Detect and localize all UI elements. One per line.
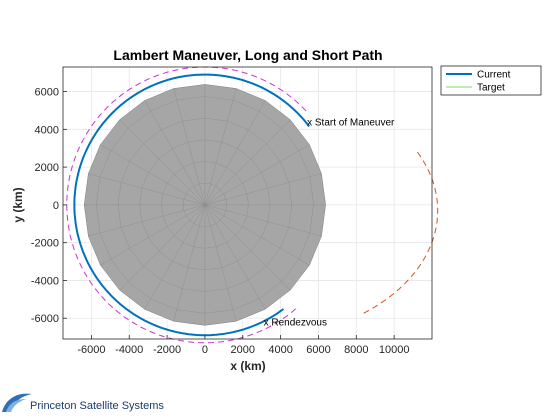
annotation-start-of-maneuver: x Start of Maneuver	[307, 117, 395, 128]
chart-title: Lambert Maneuver, Long and Short Path	[113, 47, 382, 63]
earth-meridian	[204, 204, 291, 291]
y-tick-label: 6000	[35, 87, 59, 99]
earth-meridian	[204, 204, 237, 322]
legend-label-current: Current	[477, 70, 511, 81]
earth-meridian	[100, 204, 206, 266]
company-logo: Princeton Satellite Systems	[2, 393, 164, 412]
earth-meridian	[204, 119, 291, 206]
earth-meridian	[100, 144, 206, 206]
earth-meridian	[144, 100, 206, 205]
legend-label-target: Target	[477, 83, 505, 94]
x-tick-label: -4000	[115, 344, 143, 356]
y-tick-label: -6000	[31, 313, 59, 325]
x-tick-label: 0	[202, 344, 208, 356]
earth-meridian	[173, 204, 206, 322]
series-transfer-short-path	[66, 66, 307, 344]
earth-meridian	[204, 204, 322, 237]
x-tick-label: 6000	[306, 344, 330, 356]
earth-meridian	[88, 204, 205, 237]
x-tick-label: 2000	[231, 344, 255, 356]
earth-meridian	[204, 88, 237, 205]
x-tick-label: -2000	[153, 344, 181, 356]
logo-swoosh-inner-icon	[6, 399, 26, 412]
x-tick-label: 4000	[268, 344, 292, 356]
y-tick-label: 2000	[35, 162, 59, 174]
earth-parallel	[96, 96, 314, 314]
annotation-rendezvous: x Rendezvous	[264, 318, 327, 329]
earth-meridian	[173, 88, 206, 205]
earth-meridian	[88, 173, 205, 206]
earth-meridian	[204, 204, 266, 310]
x-tick-label: -6000	[77, 344, 105, 356]
company-name: Princeton Satellite Systems	[30, 400, 164, 412]
earth-meridian	[144, 204, 206, 310]
plot-frame	[62, 66, 433, 340]
y-tick-label: -2000	[31, 238, 59, 250]
earth-meridian	[204, 144, 310, 206]
plot-area: x Start of Maneuver x Rendezvous -6000 -400…	[31, 66, 439, 356]
earth-parallel	[117, 117, 293, 292]
y-axis-label: y (km)	[11, 187, 25, 222]
legend-box	[440, 65, 542, 96]
legend: Current Target	[440, 65, 542, 96]
earth-meridian	[119, 119, 206, 206]
x-tick-label: 10000	[379, 344, 410, 356]
y-tick-label: 4000	[35, 124, 59, 136]
earth-parallel	[161, 161, 249, 249]
series-transfer-long-path	[360, 151, 439, 315]
y-tick-label: 0	[53, 200, 59, 212]
x-tick-label: 8000	[344, 344, 368, 356]
y-tick-label: -4000	[31, 275, 59, 287]
series-current-orbit	[73, 73, 311, 337]
earth-meridian	[119, 204, 206, 291]
earth-meridian	[204, 173, 322, 206]
earth-parallel	[182, 183, 227, 227]
earth-parallel	[139, 139, 271, 271]
x-axis-label: x (km)	[230, 359, 265, 373]
earth-meridian	[204, 100, 266, 205]
earth-meridian	[204, 204, 310, 266]
